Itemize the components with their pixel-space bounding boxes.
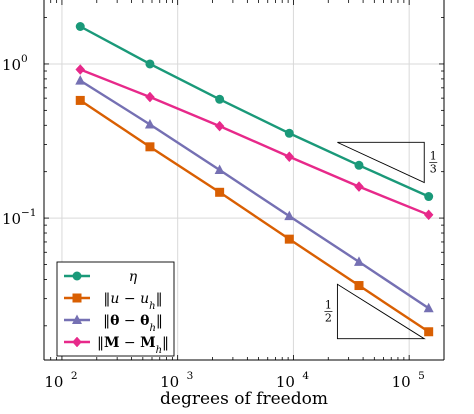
svg-text:−1: −1: [21, 207, 36, 219]
data-point: [424, 327, 434, 337]
legend-marker: [72, 271, 82, 281]
slope-label-1: 12: [324, 298, 333, 324]
series-2: [75, 75, 434, 313]
series-line-0: [79, 25, 430, 198]
data-point: [354, 281, 364, 291]
svg-text:5: 5: [418, 370, 425, 382]
data-point: [75, 95, 85, 105]
legend-entry-1: ‖u − uh‖: [64, 291, 163, 312]
svg-text:10: 10: [2, 210, 21, 228]
series-lines: [75, 21, 434, 337]
data-point: [284, 151, 295, 163]
data-point: [75, 75, 86, 85]
axes: [43, 0, 445, 361]
slope-numerator: 1: [430, 149, 437, 162]
data-point: [423, 302, 434, 313]
legend-label: ‖u − uh‖: [103, 291, 162, 312]
data-point: [75, 64, 86, 75]
data-point: [145, 91, 155, 103]
series-line-3: [79, 68, 430, 216]
legend-entry-0: η: [64, 269, 138, 285]
svg-text:10: 10: [160, 373, 179, 391]
y-tick-label-1: 10 −1: [2, 207, 36, 228]
x-tick-label-3: 10 5: [392, 370, 425, 391]
legend-marker: [72, 336, 82, 348]
data-point: [75, 21, 85, 31]
data-point: [145, 142, 155, 152]
data-point: [214, 164, 225, 175]
legend-label: η: [129, 269, 138, 285]
svg-text:3: 3: [187, 370, 194, 382]
data-point: [354, 181, 364, 192]
svg-text:0: 0: [21, 53, 28, 65]
series-line-1: [79, 99, 430, 333]
legend-entry-2: ‖θ − θh‖: [64, 313, 163, 334]
x-tick-label-1: 10 3: [160, 370, 193, 391]
slope-triangle-1: [336, 283, 426, 340]
data-point: [353, 256, 364, 266]
legend-label: ‖M − Mh‖: [97, 335, 169, 356]
legend-marker: [72, 293, 82, 303]
slope-denominator: 3: [430, 162, 437, 175]
series-3: [75, 64, 434, 221]
data-point: [424, 192, 434, 202]
legend-entry-3: ‖M − Mh‖: [64, 335, 169, 356]
slope-triangle-0: [337, 141, 425, 184]
data-point: [145, 59, 155, 69]
svg-text:10: 10: [2, 56, 21, 74]
x-tick-label-0: 10 2: [44, 370, 77, 391]
data-point: [215, 94, 225, 104]
legend-label: ‖θ − θh‖: [103, 313, 163, 334]
data-point: [284, 234, 294, 244]
data-point: [215, 187, 225, 197]
tick-labels: 10 2 10 3 10 4 10 510 010 −1: [2, 53, 425, 391]
slope-numerator: 1: [325, 298, 332, 311]
svg-text:10: 10: [44, 373, 63, 391]
svg-text:10: 10: [392, 373, 411, 391]
svg-text:10: 10: [276, 373, 295, 391]
legend: η ‖u − uh‖‖θ − θh‖‖M − Mh‖: [56, 261, 175, 357]
slope-denominator: 2: [325, 311, 332, 324]
data-point: [284, 128, 294, 138]
data-point: [284, 210, 295, 221]
series-line-2: [79, 79, 430, 310]
svg-text:4: 4: [302, 370, 309, 382]
series-0: [75, 21, 434, 202]
x-axis-label: degrees of freedom: [160, 389, 328, 409]
data-point: [423, 209, 434, 221]
data-point: [214, 120, 225, 132]
svg-text:2: 2: [71, 370, 78, 382]
series-1: [75, 95, 434, 337]
y-tick-label-0: 10 0: [2, 53, 28, 74]
slope-label-0: 13: [429, 149, 438, 175]
legend-marker: [72, 314, 82, 324]
data-point: [354, 160, 364, 170]
x-tick-label-2: 10 4: [276, 370, 310, 391]
data-point: [144, 118, 155, 129]
